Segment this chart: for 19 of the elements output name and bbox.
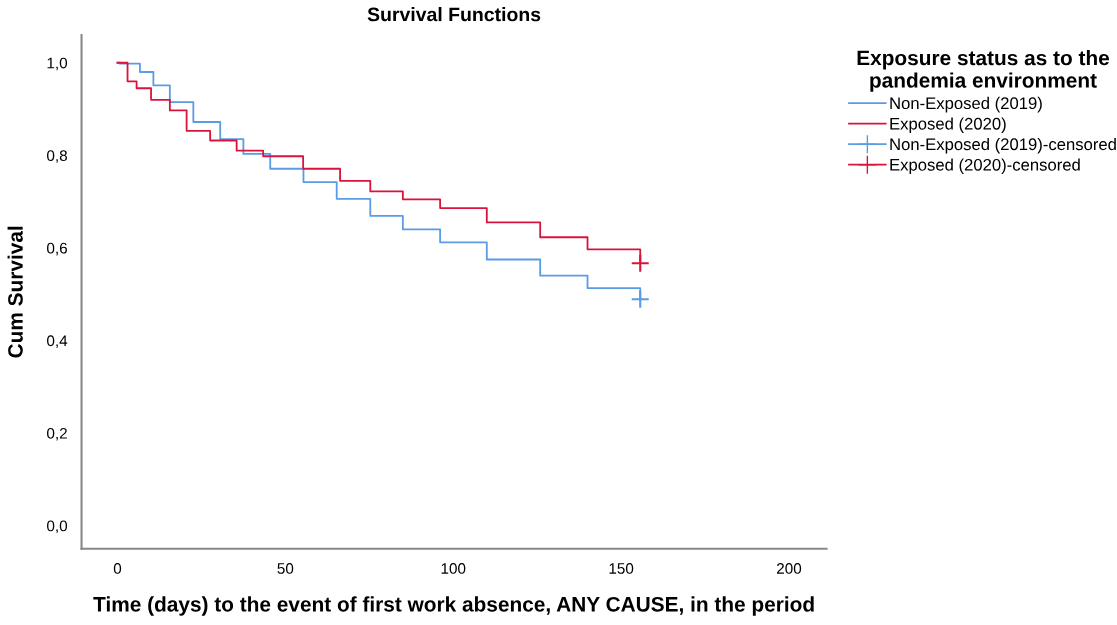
y-tick-label: 1,0 — [47, 57, 68, 71]
y-tick-label: 0,4 — [47, 335, 68, 348]
x-axis-title: Time (days) to the event of first work absence, ANY CAUSE, in the period — [93, 596, 814, 616]
y-axis-title: Cum Survival — [7, 226, 23, 358]
y-tick-label: 0,2 — [47, 427, 67, 441]
x-tick-label: 0 — [113, 563, 122, 574]
y-tick-label: 0,6 — [47, 242, 67, 256]
legend-title: Exposure status as to the pandemia environment — [857, 50, 1110, 92]
x-tick-label: 50 — [277, 563, 294, 574]
legend-label: Exposed (2020) — [890, 117, 1006, 133]
y-tick-label: 0,0 — [47, 520, 68, 534]
chart-title: Survival Functions — [367, 7, 541, 22]
x-tick-label: 200 — [777, 563, 802, 574]
y-tick-label: 0,8 — [47, 150, 67, 163]
x-tick-label: 150 — [609, 563, 634, 574]
x-tick-label: 100 — [441, 563, 466, 574]
legend-label: Non-Exposed (2019) — [890, 96, 1042, 113]
legend-label: Non-Exposed (2019)-censored — [890, 137, 1116, 154]
legend-label: Exposed (2020)-censored — [890, 158, 1080, 175]
